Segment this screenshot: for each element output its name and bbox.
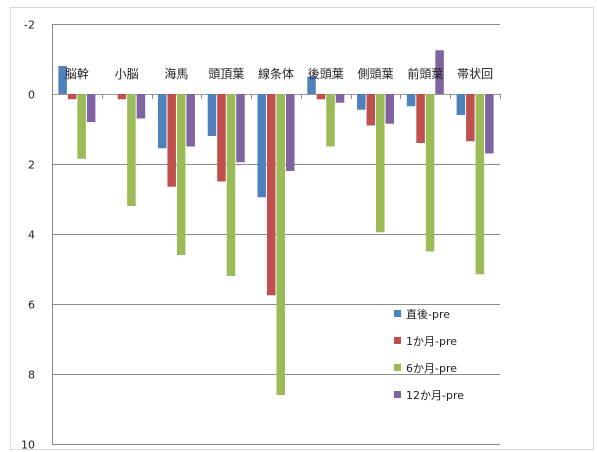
legend-label: 12か月-pre: [406, 389, 464, 402]
axes: -2 0 2 4 6 8 10: [21, 19, 501, 452]
bar: [456, 94, 466, 115]
bar: [376, 94, 385, 233]
bar: [77, 94, 86, 159]
category-label: 線条体: [258, 66, 294, 81]
bar: [425, 94, 435, 252]
legend: 直後-pre 1か月-pre 6か月-pre 12か月-pre: [394, 307, 464, 402]
category-label: 後頭葉: [308, 67, 344, 81]
bar: [136, 94, 146, 119]
legend-label: 1か月-pre: [406, 335, 457, 348]
category-labels: 脳幹 小脳 海馬 頭頂葉 線条体 後頭葉 側頭葉 前頭葉 帯状回: [65, 66, 493, 81]
category-label: 小脳: [115, 67, 139, 81]
y-tick-label: 2: [28, 159, 35, 172]
bar: [335, 94, 345, 103]
bar: [86, 94, 96, 122]
category-label: 脳幹: [65, 66, 89, 81]
y-tick-label: 0: [28, 89, 35, 102]
gridlines: [52, 24, 500, 445]
bar: [286, 94, 295, 171]
bar: [186, 94, 195, 147]
bar: [406, 94, 416, 107]
y-tick-label: 4: [28, 229, 35, 242]
category-label: 頭頂葉: [208, 67, 244, 81]
bar: [307, 76, 316, 94]
bar: [236, 94, 245, 163]
bar: [276, 94, 285, 395]
bar: [267, 94, 276, 296]
bar: [435, 50, 444, 94]
legend-swatch: [394, 310, 401, 317]
bar: [485, 94, 494, 154]
bar: [326, 94, 335, 147]
bars: [58, 50, 494, 395]
bar: [385, 94, 395, 124]
category-label: 帯状回: [457, 67, 493, 81]
bar: [257, 94, 266, 198]
legend-swatch: [394, 364, 401, 371]
y-tick-label: 10: [21, 439, 35, 452]
category-label: 側頭葉: [358, 67, 394, 81]
bar: [176, 94, 186, 255]
bar: [58, 66, 67, 94]
bar: [226, 94, 236, 276]
legend-swatch: [394, 391, 401, 398]
bar: [127, 94, 136, 206]
bar: [366, 94, 376, 126]
legend-label: 6か月-pre: [406, 362, 457, 375]
y-tick-label: 8: [28, 369, 35, 382]
bar: [167, 94, 176, 187]
legend-label: 直後-pre: [406, 307, 450, 321]
bar: [157, 94, 167, 149]
category-label: 海馬: [164, 66, 188, 81]
bar: [475, 94, 485, 275]
chart-frame: [10, 7, 594, 450]
bar: [316, 94, 326, 100]
bar: [117, 94, 127, 100]
legend-swatch: [394, 337, 401, 344]
bar: [357, 94, 366, 110]
y-tick-label: -2: [24, 19, 35, 32]
bar: [416, 94, 425, 143]
bar: [217, 94, 226, 182]
bar: [207, 94, 217, 136]
y-tick-label: 6: [28, 299, 35, 312]
category-label: 前頭葉: [407, 66, 443, 81]
bar: [466, 94, 475, 142]
bar: [67, 94, 77, 100]
